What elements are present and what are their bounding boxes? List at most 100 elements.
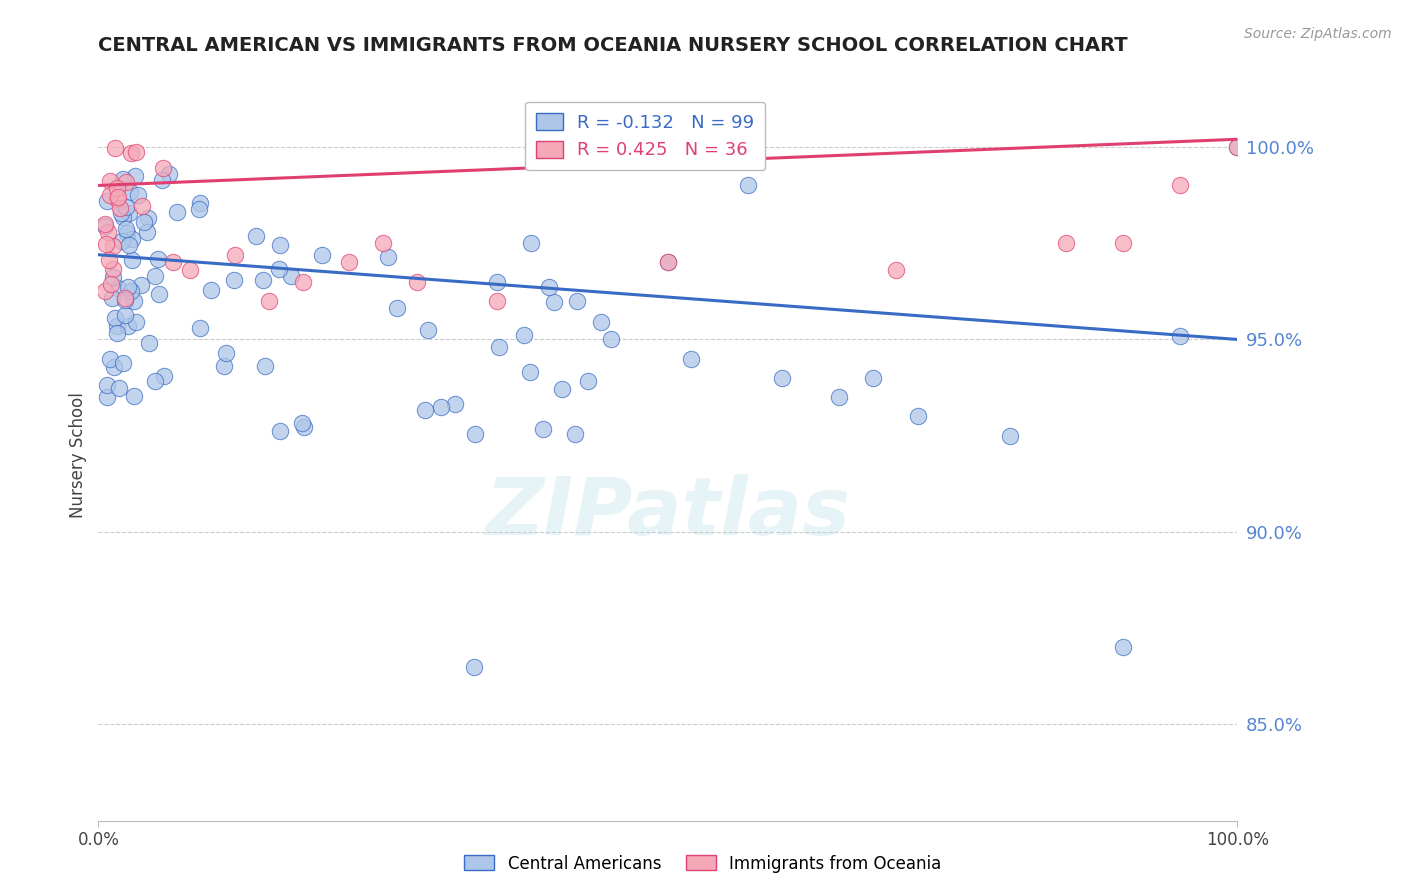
Point (101, 292, 124, 306)
Point (100, 277, 122, 291)
Point (371, 236, 394, 251)
Point (120, 146, 142, 161)
Point (269, 424, 291, 438)
Point (543, 294, 565, 309)
Point (118, 186, 141, 200)
Point (519, 365, 541, 379)
Point (828, 390, 851, 404)
Point (564, 426, 586, 441)
Point (513, 327, 536, 342)
Point (107, 190, 129, 204)
Y-axis label: Nursery School: Nursery School (69, 392, 87, 518)
Point (406, 275, 429, 289)
Point (105, 318, 128, 333)
Point (146, 252, 169, 266)
Point (111, 356, 134, 370)
Point (224, 273, 246, 287)
Point (413, 402, 436, 417)
Point (98, 174, 121, 188)
Point (252, 273, 274, 287)
Point (104, 141, 127, 155)
Point (117, 318, 139, 333)
Point (135, 225, 157, 239)
Point (148, 286, 170, 301)
Text: Source: ZipAtlas.com: Source: ZipAtlas.com (1244, 27, 1392, 41)
Point (111, 234, 134, 248)
Point (212, 359, 235, 373)
Point (115, 176, 138, 190)
Point (463, 659, 485, 673)
Point (114, 293, 136, 307)
Point (103, 262, 125, 277)
Point (538, 280, 561, 294)
Point (103, 359, 125, 374)
Point (115, 227, 138, 241)
Point (292, 275, 315, 289)
Point (103, 310, 125, 325)
Point (377, 250, 399, 264)
Point (96, 390, 118, 404)
Point (157, 167, 180, 181)
Point (98, 351, 121, 366)
Point (112, 172, 135, 186)
Point (143, 374, 166, 388)
Point (117, 238, 139, 252)
Point (657, 255, 679, 269)
Point (862, 371, 884, 385)
Point (884, 263, 907, 277)
Point (589, 315, 612, 329)
Point (1112, 640, 1135, 655)
Point (576, 375, 599, 389)
Point (152, 161, 174, 176)
Point (121, 232, 143, 246)
Point (1226, 140, 1249, 154)
Point (254, 359, 277, 373)
Point (1226, 140, 1249, 154)
Point (143, 268, 166, 283)
Point (200, 283, 222, 297)
Point (520, 236, 543, 251)
Point (488, 340, 510, 354)
Point (125, 145, 148, 160)
Point (120, 284, 142, 298)
Point (486, 275, 509, 289)
Point (94, 219, 117, 233)
Point (96, 236, 118, 251)
Point (115, 201, 138, 215)
Point (94, 284, 117, 298)
Point (115, 222, 138, 236)
Point (136, 211, 159, 226)
Point (1054, 236, 1078, 251)
Point (110, 206, 132, 220)
Point (138, 335, 160, 350)
Point (121, 253, 143, 268)
Text: CENTRAL AMERICAN VS IMMIGRANTS FROM OCEANIA NURSERY SCHOOL CORRELATION CHART: CENTRAL AMERICAN VS IMMIGRANTS FROM OCEA… (98, 36, 1128, 54)
Point (117, 280, 139, 294)
Point (657, 255, 679, 269)
Point (1112, 236, 1135, 251)
Point (292, 420, 315, 434)
Point (153, 368, 176, 383)
Point (97, 225, 120, 239)
Point (770, 371, 793, 385)
Point (907, 409, 929, 424)
Text: ZIPatlas: ZIPatlas (485, 475, 851, 552)
Point (679, 351, 702, 366)
Point (311, 247, 333, 261)
Point (96, 378, 118, 392)
Point (98, 252, 121, 267)
Point (105, 181, 128, 195)
Point (118, 206, 141, 220)
Point (122, 388, 145, 402)
Point (565, 293, 588, 308)
Point (127, 188, 149, 202)
Point (125, 315, 148, 329)
Point (224, 248, 246, 262)
Point (600, 333, 623, 347)
Point (152, 173, 174, 187)
Point (111, 211, 134, 225)
Point (94, 217, 117, 231)
Point (430, 400, 453, 414)
Point (124, 169, 146, 184)
Point (188, 320, 211, 334)
